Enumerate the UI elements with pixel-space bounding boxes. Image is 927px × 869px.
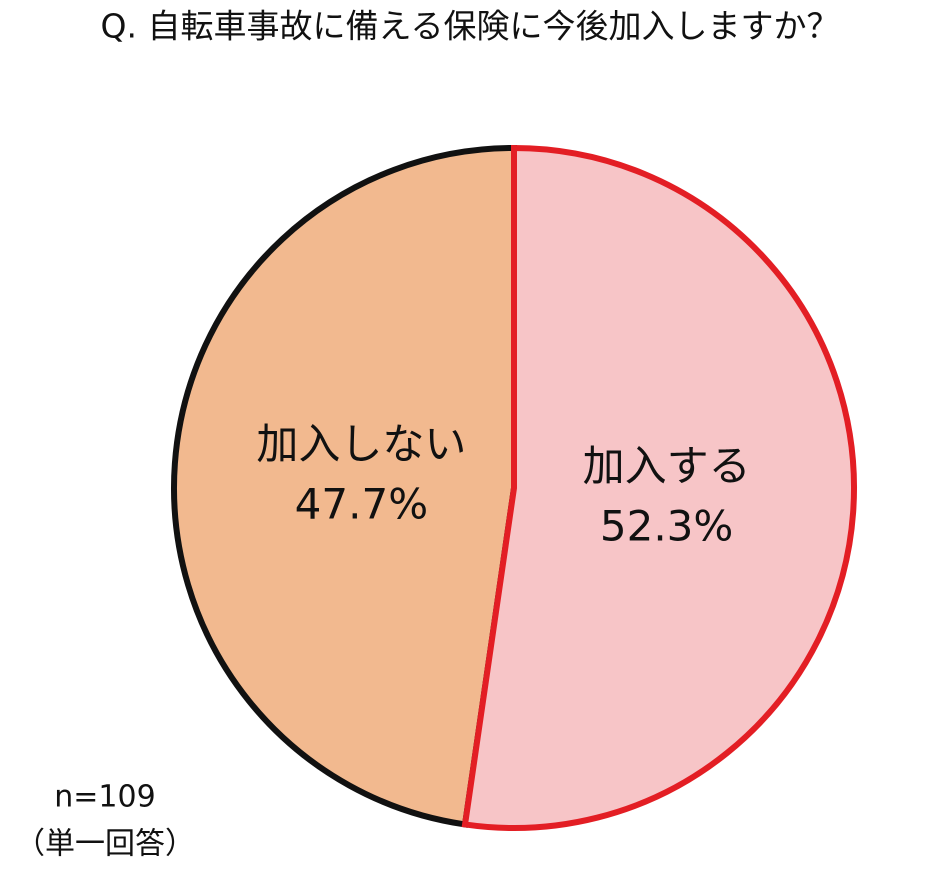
slice-label: 加入しない [256, 419, 466, 468]
pie-slice [461, 144, 857, 831]
slice-value-label: 47.7% [295, 479, 428, 528]
answer-type-note: （単一回答） [15, 827, 195, 862]
slice-value-label: 52.3% [600, 502, 733, 551]
sample-size-note: n=109 [54, 780, 155, 815]
chart-title: Q. 自転車事故に備える保険に今後加入しますか？ [101, 7, 840, 46]
pie-slice [171, 144, 517, 828]
slice-label: 加入する [583, 442, 751, 491]
